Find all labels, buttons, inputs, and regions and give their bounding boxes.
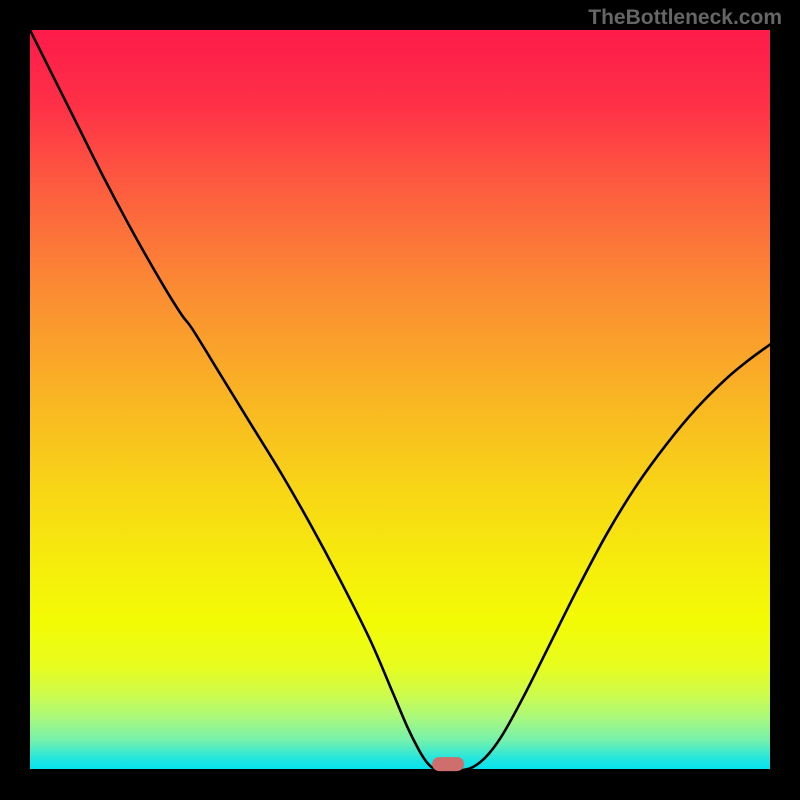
bottleneck-chart: TheBottleneck.com [0,0,800,800]
plot-area [30,30,770,770]
minimum-marker [432,757,464,771]
chart-container: TheBottleneck.com [0,0,800,800]
watermark-text: TheBottleneck.com [588,6,782,29]
